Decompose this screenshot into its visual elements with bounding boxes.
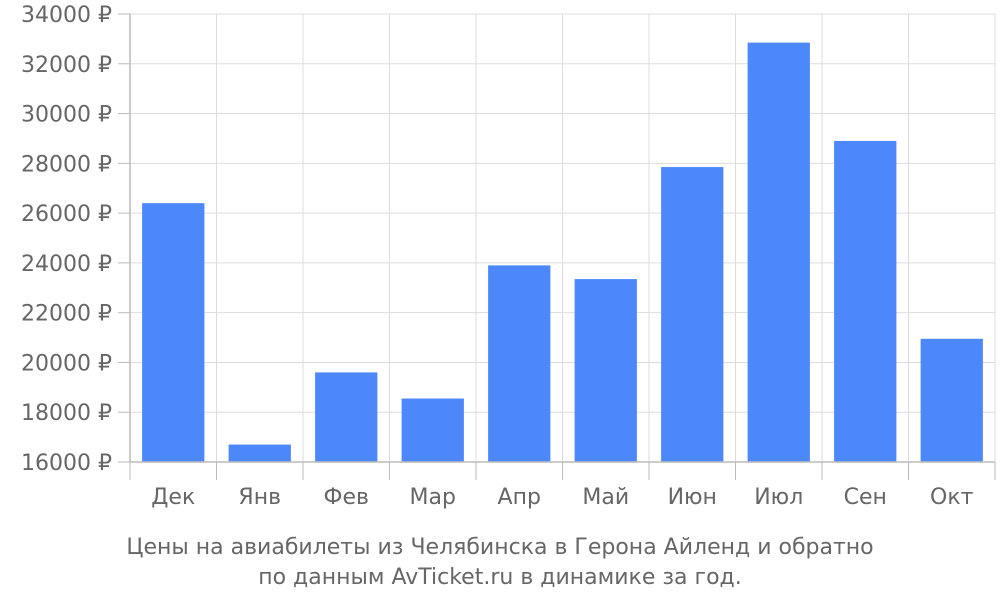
y-tick-label: 18000 ₽ — [21, 401, 112, 426]
x-tick-label: Июл — [754, 485, 803, 510]
y-tick-label: 32000 ₽ — [21, 53, 112, 78]
y-tick-label: 20000 ₽ — [21, 351, 112, 376]
x-tick-label: Июн — [668, 485, 717, 510]
tick-labels: 16000 ₽ 18000 ₽ 20000 ₽ 22000 ₽ 24000 ₽ 26000… — [21, 3, 974, 510]
x-tick-label: Сен — [844, 485, 887, 510]
bar — [747, 42, 810, 462]
chart-caption-line-1: Цены на авиабилеты из Челябинска в Герон… — [126, 535, 874, 560]
x-tick-label: Янв — [238, 485, 281, 510]
bar — [834, 140, 897, 462]
x-tick-label: Апр — [498, 485, 541, 510]
y-tick-label: 16000 ₽ — [21, 451, 112, 476]
y-tick-label: 22000 ₽ — [21, 302, 112, 327]
bar — [228, 444, 291, 462]
bar — [142, 203, 205, 462]
bar — [488, 265, 551, 462]
y-tick-label: 34000 ₽ — [21, 3, 112, 28]
x-tick-label: Май — [582, 485, 629, 510]
chart-caption-line-2: по данным AvTicket.ru в динамике за год. — [258, 565, 742, 590]
bar — [920, 338, 983, 462]
y-tick-label: 24000 ₽ — [21, 252, 112, 277]
axes — [118, 13, 996, 480]
x-tick-label: Окт — [930, 485, 974, 510]
x-tick-label: Фев — [324, 485, 369, 510]
y-tick-label: 28000 ₽ — [21, 152, 112, 177]
bar — [315, 372, 378, 462]
x-tick-label: Мар — [410, 485, 456, 510]
bars — [142, 42, 983, 463]
bar — [661, 167, 724, 463]
bar — [401, 398, 464, 462]
y-tick-label: 30000 ₽ — [21, 103, 112, 128]
y-tick-label: 26000 ₽ — [21, 202, 112, 227]
x-tick-label: Дек — [151, 485, 195, 510]
bar — [574, 279, 637, 462]
